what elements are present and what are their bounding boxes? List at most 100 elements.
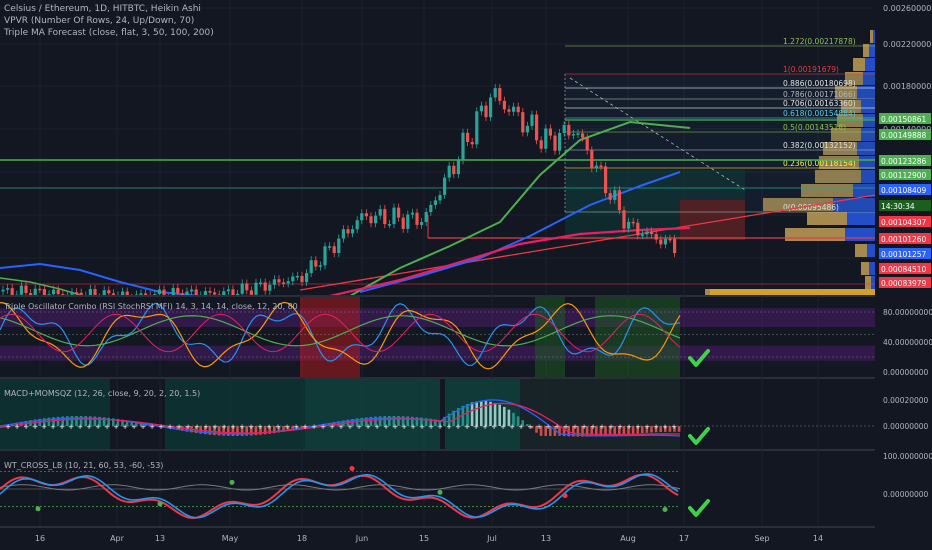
candle-body [346, 229, 350, 234]
macd-hist [254, 426, 258, 436]
price-label: 0.00101260 [879, 233, 931, 244]
candle-body [70, 292, 74, 295]
vp-bar-gold [845, 72, 863, 85]
macd-hist [56, 416, 60, 426]
candle-body [604, 166, 608, 194]
time-tick: Jun [355, 534, 369, 543]
candle-body [613, 190, 617, 200]
vpvr-legend[interactable]: VPVR (Number Of Rows, 24, Up/Down, 70) [4, 16, 195, 26]
ma-forecast-legend[interactable]: Triple MA Forecast (close, flat, 3, 50, … [4, 28, 214, 38]
price-label-bg [879, 184, 931, 195]
candle-body [231, 289, 235, 295]
wt-cross-dot [157, 501, 163, 507]
macd-hist [498, 404, 501, 426]
osc-highlight [300, 297, 360, 377]
candle-body [185, 291, 189, 295]
macd-hist [291, 426, 294, 431]
macd-hist [112, 418, 115, 426]
macd-hist [411, 416, 414, 426]
wt-cross-dot [437, 489, 443, 495]
wt-pane-label[interactable]: WT_CROSS_LB (10, 21, 60, 53, -60, -53) [4, 461, 164, 470]
macd-hist [526, 424, 529, 426]
candle-body [236, 293, 240, 295]
candle-body [424, 212, 428, 223]
sqz-dot: + [428, 423, 434, 431]
candle-body [406, 214, 410, 229]
macd-hist [466, 403, 469, 426]
vp-bar-gold [853, 58, 865, 71]
macd-hist [480, 401, 483, 426]
candle-body [659, 239, 663, 245]
wt-cross-dot [35, 506, 41, 512]
sqz-dot: + [104, 423, 110, 431]
wt-cross-dot [562, 493, 568, 499]
candle-body [383, 209, 387, 225]
sqz-dot: + [419, 423, 425, 431]
macd-hist [535, 426, 538, 433]
candle-body [585, 137, 589, 151]
time-tick: 13 [541, 534, 551, 543]
macd-hist [645, 426, 649, 433]
sqz-dot: + [158, 423, 164, 431]
candle-body [576, 133, 580, 135]
macd-pane-label[interactable]: MACD+MOMSQZ (12, 26, close, 9, 20, 2, 20… [4, 389, 201, 398]
macd-hist [484, 401, 488, 426]
ma-200-left [0, 262, 201, 295]
candle-body [627, 221, 631, 229]
sqz-dot: + [239, 423, 245, 431]
time-tick: Apr [110, 534, 125, 543]
vp-bar-gold [801, 184, 853, 197]
sqz-dot: + [374, 423, 380, 431]
macd-hist [10, 423, 14, 426]
sqz-dot: + [230, 423, 236, 431]
sqz-dot: + [509, 423, 515, 431]
candle-body [33, 288, 37, 295]
price-label: 14:30:34 [879, 200, 931, 211]
candle-body [176, 287, 180, 294]
check-icon [688, 427, 710, 445]
candle-body [466, 132, 470, 143]
symbol-title[interactable]: Celsius / Ethereum, 1D, HITBTC, Heikin A… [4, 4, 201, 14]
candle-body [567, 124, 571, 136]
candle-body [19, 285, 23, 295]
macd-hist [650, 426, 653, 433]
osc-signal [0, 313, 681, 353]
legend: Celsius / Ethereum, 1D, HITBTC, Heikin A… [4, 3, 214, 39]
volume-profile [705, 30, 875, 295]
macd-hist [595, 426, 598, 437]
candle-body [332, 246, 336, 253]
vp-bar-gold [855, 244, 867, 257]
macd-hist [503, 406, 506, 426]
osc-pane-label[interactable]: Triple Oscillator Combo (RSI StochRSI MF… [4, 302, 298, 311]
price-label: 0.00108409 [879, 184, 931, 195]
sqz-dot: + [77, 423, 83, 431]
macd-hist [47, 417, 51, 426]
candle-body [650, 231, 654, 235]
macd-tick: 0.00000000 [883, 422, 929, 431]
sqz-dot: + [50, 423, 56, 431]
macd-hist [208, 426, 212, 435]
candle-body [512, 106, 516, 112]
macd-hist [135, 421, 138, 426]
macd-hist [447, 413, 451, 426]
candle-body [489, 97, 493, 118]
sqz-dot: + [563, 423, 569, 431]
candle-body [286, 281, 290, 284]
price-label-text: 0.00101260 [881, 235, 927, 244]
time-tick: 13 [155, 534, 165, 543]
sqz-dot: + [446, 423, 452, 431]
price-label: 0.00150861 [879, 113, 931, 124]
candle-body [295, 275, 299, 278]
candle-body [493, 88, 497, 98]
candle-body [415, 212, 419, 225]
candle-body [608, 193, 612, 200]
macd-hist [227, 426, 230, 436]
candle-body [429, 204, 433, 213]
macd-hist [553, 426, 557, 436]
candle-body [668, 238, 672, 241]
macd-hist [420, 417, 423, 426]
macd-hist [66, 416, 69, 426]
